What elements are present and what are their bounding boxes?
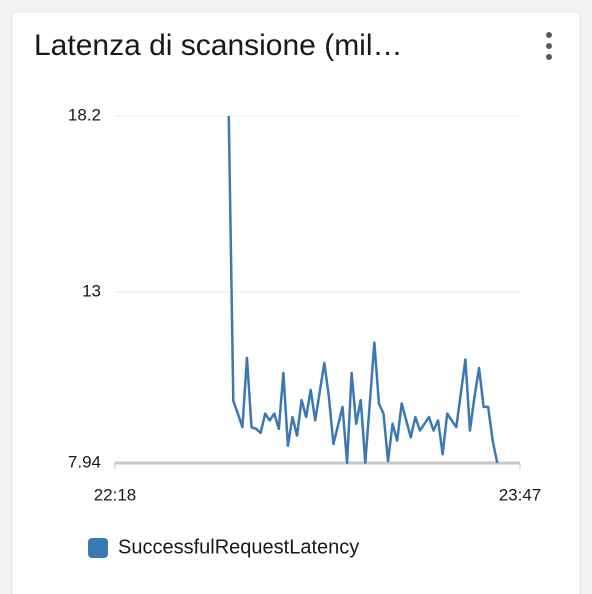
chart-title: Latenza di scansione (mil… (34, 29, 403, 62)
menu-dot (546, 43, 552, 49)
y-tick-label: 18.2 (68, 105, 101, 124)
card (11, 11, 581, 594)
y-tick-label: 13 (82, 281, 101, 300)
y-tick-label: 7.94 (68, 452, 101, 471)
x-tick-label: 22:18 (94, 485, 137, 504)
legend-label: SuccessfulRequestLatency (118, 536, 359, 558)
legend-swatch (88, 538, 108, 558)
x-tick-label: 23:47 (499, 485, 542, 504)
series-line (227, 115, 499, 465)
menu-button[interactable] (546, 32, 552, 60)
menu-dot (546, 54, 552, 60)
menu-dot (546, 32, 552, 38)
